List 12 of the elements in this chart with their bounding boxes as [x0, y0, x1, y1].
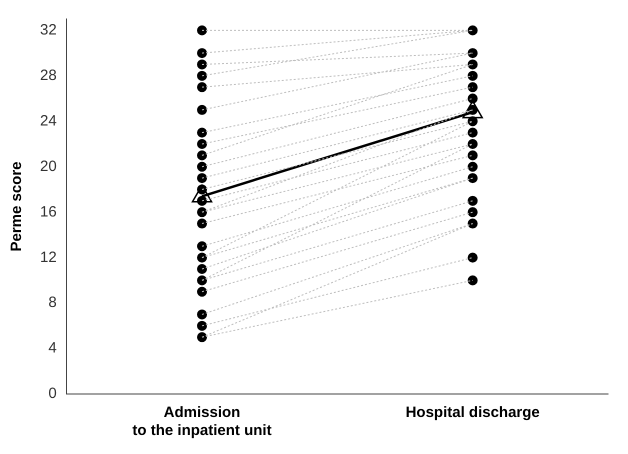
y-tick-label: 0 — [48, 385, 57, 402]
y-tick-label: 8 — [48, 294, 57, 312]
y-tick-label: 4 — [48, 340, 57, 357]
y-axis-title: Perme score — [8, 161, 26, 252]
y-tick-label: 32 — [40, 22, 57, 39]
y-tick-label: 20 — [40, 158, 57, 175]
x-tick-label: Hospital discharge — [406, 404, 540, 422]
y-tick-label: 12 — [40, 248, 57, 266]
y-tick-label: 16 — [40, 203, 57, 220]
y-tick-label: 24 — [40, 112, 57, 130]
x-tick-label: Admission to the inpatient unit — [132, 404, 272, 440]
y-tick-label: 28 — [40, 66, 57, 84]
